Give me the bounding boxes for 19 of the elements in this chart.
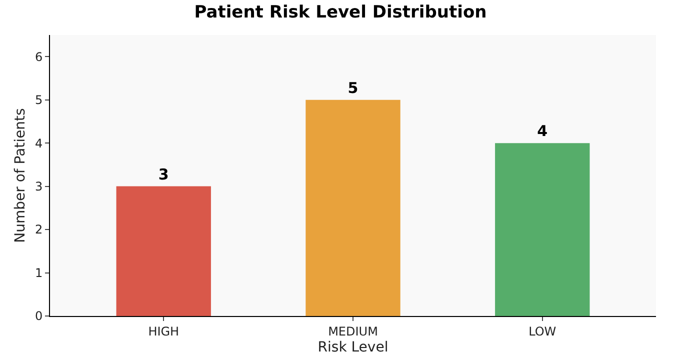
y-tick-label: 1 (34, 266, 43, 280)
y-tick-label: 2 (34, 222, 43, 237)
y-tick-label: 4 (34, 136, 43, 150)
data-label: 5 (348, 78, 358, 97)
data-label: 3 (158, 165, 169, 184)
x-axis-title: Risk Level (318, 340, 388, 356)
y-tick-label: 5 (34, 93, 43, 108)
y-tick-label: 3 (34, 180, 43, 194)
x-tick-label: HIGH (148, 324, 180, 338)
chart-title: Patient Risk Level Distribution (194, 2, 487, 22)
data-label: 4 (537, 122, 548, 140)
bar (306, 100, 400, 316)
y-tick-label: 6 (34, 50, 43, 64)
bar (116, 186, 211, 316)
x-tick-label: LOW (528, 324, 556, 338)
bar (495, 143, 590, 316)
x-tick-label: MEDIUM (328, 324, 378, 338)
y-axis-title: Number of Patients (12, 108, 29, 243)
y-tick-label: 0 (34, 309, 43, 324)
